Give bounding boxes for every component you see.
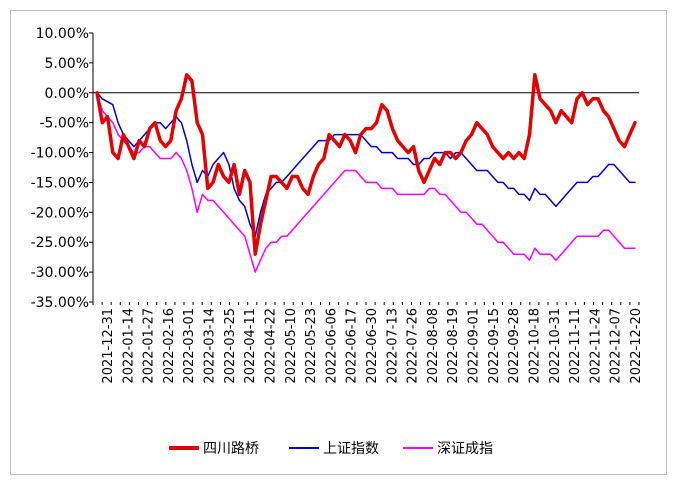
y-axis: 10.00% 5.00% 0.00% -5.00% -10.00% -15.00% -20.… xyxy=(31,26,94,311)
chart-frame: 10.00% 5.00% 0.00% -5.00% -10.00% -15.00% -20.… xyxy=(10,10,667,475)
x-tick-label: 2022-06-06 xyxy=(324,308,339,384)
x-tick-label: 2022-01-27 xyxy=(142,308,157,384)
x-tick-label: 2022-07-26 xyxy=(406,308,421,384)
x-tick-label: 2022-02-16 xyxy=(162,308,177,384)
x-tick-label: 2022-11-24 xyxy=(588,308,603,384)
x-tick-label: 2022-03-01 xyxy=(182,308,197,384)
x-tick-label: 2022-03-14 xyxy=(203,308,218,384)
legend-label: 上证指数 xyxy=(323,441,379,457)
series-line-2 xyxy=(96,92,636,273)
legend: 四川路桥 上证指数 深证成指 xyxy=(169,441,493,457)
x-tick-label: 2022-01-14 xyxy=(121,308,136,384)
x-tick-label: 2022-06-30 xyxy=(365,308,380,384)
x-tick-label: 2022-09-28 xyxy=(507,308,522,384)
line-chart: 10.00% 5.00% 0.00% -5.00% -10.00% -15.00% -20.… xyxy=(31,26,644,457)
x-tick-label: 2022-03-25 xyxy=(223,308,238,384)
x-tick-label: 2022-10-31 xyxy=(548,308,563,384)
x-tick-label: 2022-05-23 xyxy=(304,308,319,384)
x-tick-label: 2022-04-11 xyxy=(243,308,258,384)
y-tick-label: -20.00% xyxy=(31,205,89,221)
x-tick-label: 2022-10-18 xyxy=(527,308,542,384)
x-tick-label: 2022-12-07 xyxy=(609,308,624,384)
x-tick-label: 2022-09-01 xyxy=(467,308,482,384)
x-tick-label: 2022-08-19 xyxy=(446,308,461,384)
y-tick-label: -25.00% xyxy=(31,235,89,251)
y-tick-label: 0.00% xyxy=(45,86,89,102)
y-tick-label: -10.00% xyxy=(31,146,89,162)
y-tick-label: -30.00% xyxy=(31,265,89,281)
x-tick-label: 2022-09-15 xyxy=(487,308,502,384)
y-tick-label: -15.00% xyxy=(31,175,89,191)
legend-label: 深证成指 xyxy=(437,441,493,457)
y-tick-label: 10.00% xyxy=(36,26,89,42)
series-line-0 xyxy=(95,73,637,256)
y-tick-label: -35.00% xyxy=(31,295,89,311)
x-axis: 2021-12-31 2022-01-14 2022-01-27 2022-02-16… xyxy=(92,92,644,384)
x-tick-label: 2022-12-20 xyxy=(629,308,644,384)
x-tick-label: 2021-12-31 xyxy=(101,308,116,384)
x-tick-label: 2022-08-08 xyxy=(426,308,441,384)
x-tick-label: 2022-04-22 xyxy=(263,308,278,384)
legend-label: 四川路桥 xyxy=(203,441,259,457)
x-tick-label: 2022-11-11 xyxy=(568,308,583,384)
x-tick-label: 2022-07-13 xyxy=(385,308,400,384)
series-layer xyxy=(95,73,637,273)
y-tick-label: -5.00% xyxy=(39,116,89,132)
y-tick-label: 5.00% xyxy=(45,56,89,72)
series-line-1 xyxy=(96,92,636,237)
x-tick-label: 2022-05-10 xyxy=(284,308,299,384)
x-tick-label: 2022-06-17 xyxy=(345,308,360,384)
